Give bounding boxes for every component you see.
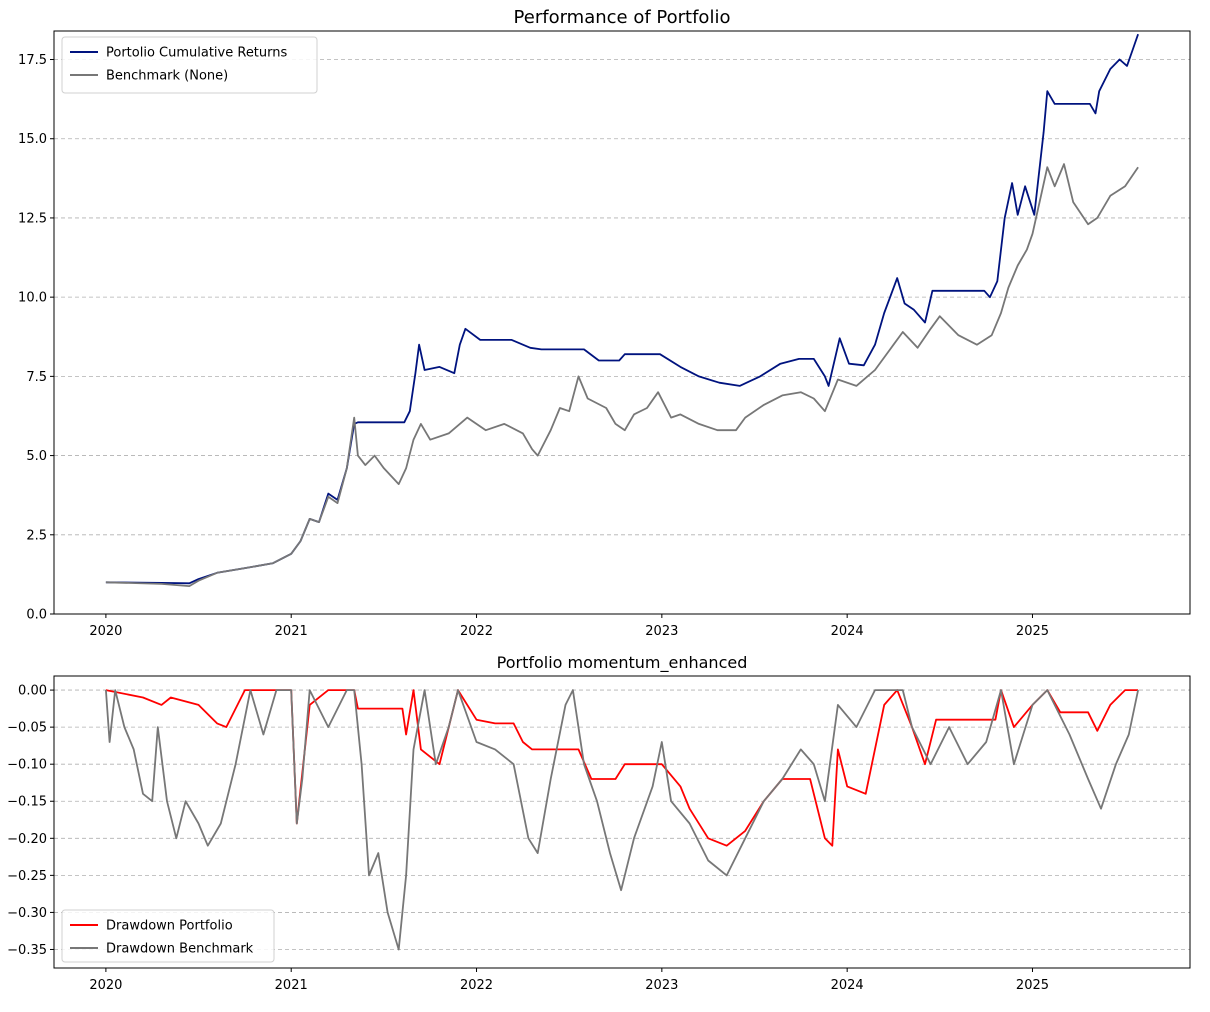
legend-box	[61, 909, 275, 963]
legend-label: Drawdown Benchmark	[106, 942, 254, 957]
series-line-portolio-cumulative-returns	[105, 33, 1139, 585]
axes-frame	[53, 30, 1191, 615]
y-tick-label: 12.5	[18, 211, 47, 226]
y-tick-label: −0.30	[7, 906, 47, 921]
y-tick-label: 17.5	[18, 53, 47, 68]
y-tick-label: −0.05	[7, 721, 47, 736]
y-tick-label: −0.25	[7, 869, 47, 884]
x-tick-label: 2021	[275, 624, 308, 639]
chart-0: Performance of Portfolio 0.0 2.5 5.0 7.5 10.0…	[18, 7, 1191, 639]
chart-title: Portfolio momentum_enhanced	[497, 653, 748, 673]
y-tick-label: 15.0	[18, 132, 47, 147]
x-tick-label: 2021	[275, 978, 308, 993]
y-tick-label: 5.0	[26, 449, 47, 464]
y-tick-label: 7.5	[26, 370, 47, 385]
chart-1: Portfolio momentum_enhanced 0.00 −0.05 −0.1…	[7, 653, 1191, 993]
x-tick-label: 2023	[645, 978, 678, 993]
x-tick-label: 2020	[89, 624, 122, 639]
legend-label: Portolio Cumulative Returns	[106, 46, 288, 61]
legend-label: Drawdown Portfolio	[106, 919, 233, 934]
y-tick-label: −0.10	[7, 758, 47, 773]
x-tick-label: 2023	[645, 624, 678, 639]
y-tick-label: 0.00	[18, 684, 47, 699]
chart-title: Performance of Portfolio	[514, 7, 731, 28]
legend: Drawdown Portfolio Drawdown Benchmark	[61, 909, 275, 963]
x-tick-label: 2025	[1016, 978, 1049, 993]
x-tick-label: 2022	[460, 624, 493, 639]
axes-frame	[53, 675, 1191, 969]
legend: Portolio Cumulative Returns Benchmark (No…	[61, 36, 318, 94]
x-tick-label: 2024	[831, 624, 864, 639]
x-tick-label: 2025	[1016, 624, 1049, 639]
series-line-drawdown-benchmark	[105, 689, 1139, 951]
x-tick-label: 2022	[460, 978, 493, 993]
series-line-drawdown-portfolio	[105, 689, 1139, 847]
y-tick-label: 0.0	[26, 608, 47, 623]
x-tick-label: 2024	[831, 978, 864, 993]
y-tick-label: 2.5	[26, 528, 47, 543]
y-tick-label: 10.0	[18, 291, 47, 306]
y-tick-label: −0.15	[7, 795, 47, 810]
series-line-benchmark-none-	[105, 163, 1139, 587]
legend-box	[61, 36, 318, 94]
x-tick-label: 2020	[89, 978, 122, 993]
y-tick-label: −0.35	[7, 943, 47, 958]
y-tick-label: −0.20	[7, 832, 47, 847]
legend-label: Benchmark (None)	[106, 69, 228, 84]
